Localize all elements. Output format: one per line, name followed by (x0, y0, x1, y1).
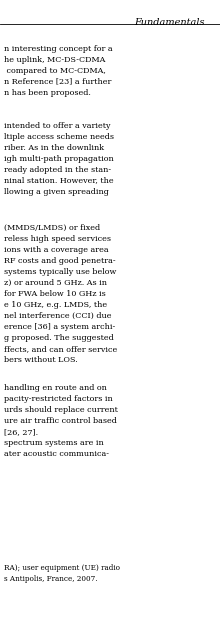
Text: intended to offer a variety
ltiple access scheme needs
riber. As in the downlink: intended to offer a variety ltiple acces… (4, 122, 114, 196)
Text: Fundamentals: Fundamentals (134, 18, 205, 27)
Text: n interesting concept for a
he uplink, MC-DS-CDMA
 compared to MC-CDMA,
n Refere: n interesting concept for a he uplink, M… (4, 45, 113, 97)
Text: handling en route and on
pacity-restricted factors in
urds should replace curren: handling en route and on pacity-restrict… (4, 384, 118, 458)
Text: RA); user equipment (UE) radio
s Antipolis, France, 2007.: RA); user equipment (UE) radio s Antipol… (4, 564, 120, 584)
Text: (MMDS/LMDS) or fixed
reless high speed services
ions with a coverage area
RF cos: (MMDS/LMDS) or fixed reless high speed s… (4, 224, 118, 364)
